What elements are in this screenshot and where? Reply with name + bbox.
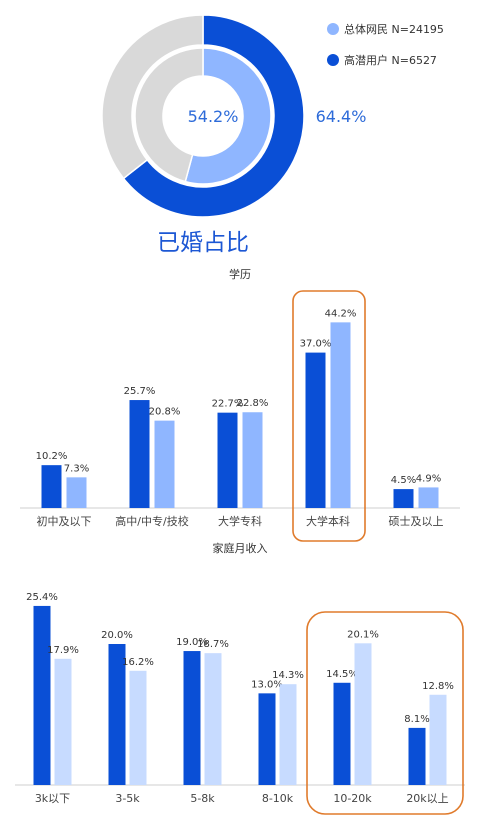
bar-high-potential-2: [183, 651, 201, 785]
donut-slice-outer-remainder: [101, 14, 204, 180]
bar-high-potential-4: [333, 682, 351, 785]
data-label-high-potential-2: 19.0%: [176, 637, 208, 648]
donut-title: 已婚占比: [157, 230, 249, 256]
category-tick-label: 3-5k: [115, 792, 140, 805]
education-bar-chart: 10.2%7.3% 初中及以下 25.7% 20.8% 高中/中专/技校 22.7%22.…: [20, 290, 460, 542]
bar-high-potential-1: [129, 400, 150, 508]
category-tick-label: 10-20k: [333, 792, 372, 805]
bar-overall-0: [66, 477, 87, 508]
category-tick-label: 8-10k: [262, 792, 294, 805]
category-tick-label: 初中及以下: [37, 514, 92, 528]
legend-swatch-overall: [327, 23, 339, 35]
donut-slice-inner-value: [184, 47, 272, 185]
category-tick-label: 大学本科: [306, 514, 350, 528]
bar-overall-3: [330, 322, 351, 508]
data-label-overall-5: 12.8%: [422, 681, 454, 692]
category-tick-label: 高中/中专/技校: [115, 514, 188, 528]
bar-overall-1: [154, 420, 175, 508]
data-label-high-potential-4: 4.5%: [391, 475, 416, 486]
donut-slice-outer-value: [122, 14, 305, 218]
data-label-overall-2: 22.8%: [237, 398, 269, 409]
married-ratio-donut-chart: [101, 14, 305, 218]
legend-label-overall: 总体网民 N=24195: [344, 22, 444, 36]
education-chart-title: 学历: [229, 267, 251, 281]
data-label-high-potential-5: 8.1%: [404, 714, 429, 725]
bar-overall-4: [354, 643, 372, 785]
category-tick-label: 硕士及以上: [389, 515, 444, 528]
data-label-high-potential-2: 22.7%: [212, 399, 244, 410]
data-label-overall-0: 17.9%: [47, 645, 79, 656]
bar-high-potential-4: [393, 489, 414, 508]
data-label-high-potential-0: 10.2%: [36, 451, 68, 462]
data-label-high-potential-3: 37.0%: [300, 339, 332, 350]
bar-overall-2: [242, 412, 263, 508]
bar-high-potential-2: [217, 412, 238, 508]
highlight-box-bachelor: [292, 290, 366, 542]
data-label-overall-1: 16.2%: [122, 657, 154, 668]
inner-ring-value-label: 54.2%: [188, 107, 239, 126]
income-bar-chart: 25.4% 17.9% 3k以下 20.0% 16.2% 3-5k 19.0%18.7% 5-…: [15, 592, 465, 815]
bar-high-potential-3: [258, 693, 276, 785]
category-tick-label: 3k以下: [35, 792, 70, 805]
bar-high-potential-0: [33, 605, 51, 785]
donut-slice-inner-remainder: [134, 47, 204, 183]
data-label-overall-4: 4.9%: [416, 473, 441, 484]
data-label-overall-1: 20.8%: [149, 407, 181, 418]
data-label-high-potential-4: 14.5%: [326, 669, 358, 680]
data-label-overall-3: 14.3%: [272, 670, 304, 681]
data-label-high-potential-1: 20.0%: [101, 630, 133, 641]
data-label-overall-0: 7.3%: [64, 463, 89, 474]
legend-swatch-high-potential: [327, 54, 339, 66]
outer-ring-value-label: 64.4%: [316, 107, 367, 126]
legend-label-high-potential: 高潜用户 N=6527: [344, 53, 437, 67]
data-label-high-potential-0: 25.4%: [26, 592, 58, 603]
bar-overall-3: [279, 684, 297, 785]
data-label-overall-3: 44.2%: [325, 308, 357, 319]
data-label-high-potential-1: 25.7%: [124, 386, 156, 397]
highlight-box-high-income: [306, 611, 464, 815]
bar-high-potential-0: [41, 465, 62, 508]
legend: 总体网民 N=24195 高潜用户 N=6527: [327, 22, 444, 67]
bar-high-potential-3: [305, 352, 326, 508]
income-chart-title: 家庭月收入: [213, 541, 268, 555]
category-tick-label: 大学专科: [218, 514, 262, 528]
data-label-overall-4: 20.1%: [347, 629, 379, 640]
bar-overall-5: [429, 694, 447, 785]
bar-overall-4: [418, 487, 439, 508]
bar-overall-1: [129, 670, 147, 785]
category-tick-label: 20k以上: [406, 792, 448, 805]
bar-high-potential-5: [408, 727, 426, 785]
category-tick-label: 5-8k: [190, 792, 215, 805]
bar-high-potential-1: [108, 644, 126, 785]
bar-overall-0: [54, 658, 72, 785]
bar-overall-2: [204, 653, 222, 785]
data-label-overall-2: 18.7%: [197, 639, 229, 650]
data-label-high-potential-3: 13.0%: [251, 679, 283, 690]
